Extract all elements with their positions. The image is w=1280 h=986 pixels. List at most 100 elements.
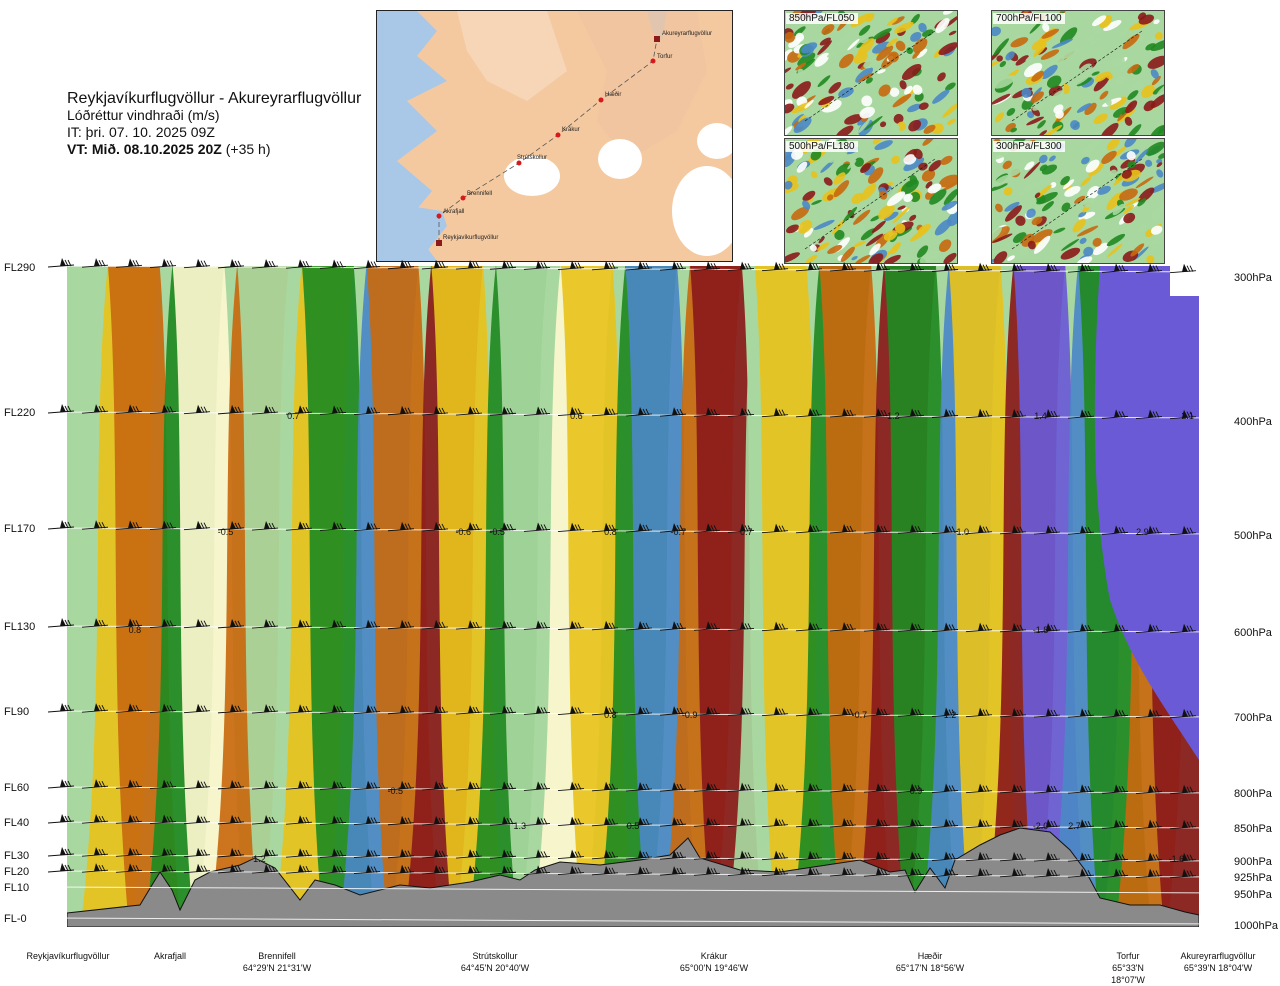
wind-barb <box>251 864 279 874</box>
value-annotation: 0.7 <box>740 527 753 537</box>
wind-barb <box>999 262 1027 273</box>
wind-barb <box>285 619 313 629</box>
mini-map-cell <box>1033 235 1051 254</box>
hpa-label-850: 850hPa <box>1234 823 1272 835</box>
wind-barb <box>727 407 755 417</box>
mini-map-cell <box>1108 169 1117 176</box>
map-label-reykjavik: Reykjavíkurflugvöllur <box>443 235 498 241</box>
mini-map-cell <box>903 193 913 203</box>
wind-barb <box>251 619 279 629</box>
wind-barb <box>999 524 1027 535</box>
mini-map-cell <box>818 95 835 106</box>
wind-barb <box>523 816 551 826</box>
strong-ascent-region <box>1094 266 1199 760</box>
wind-barb <box>795 782 823 793</box>
wind-barb <box>1169 623 1197 634</box>
mini-map-cell <box>1107 243 1123 258</box>
mini-map-cell <box>1060 247 1081 260</box>
mini-map-cell <box>1152 228 1164 245</box>
mini-map-cell <box>945 82 956 91</box>
mini-map-cell <box>1118 63 1129 73</box>
wind-barb <box>897 707 925 717</box>
mini-map-cell <box>1061 238 1080 251</box>
waypoint-coord: 65°00'N 19°46'W <box>679 963 749 973</box>
mini-map-cell <box>916 245 929 258</box>
wind-barb <box>319 848 347 858</box>
wind-barb <box>659 523 687 533</box>
mini-map-cell <box>859 106 875 119</box>
mini-map-cell <box>1156 162 1163 168</box>
mini-map-cell <box>940 155 953 165</box>
mini-map-cell <box>937 72 946 82</box>
wind-barb <box>931 408 959 418</box>
mini-map-cell <box>894 223 906 234</box>
mini-map-cell <box>872 41 892 54</box>
fl-label-60: FL60 <box>4 782 30 794</box>
map-label-haedir: Hæðir <box>605 91 621 98</box>
mini-map-cell <box>1039 164 1048 172</box>
fl-label-40: FL40 <box>4 817 30 829</box>
wind-barb <box>863 262 891 272</box>
wind-barb <box>81 703 109 713</box>
wind-barb <box>625 865 653 876</box>
mini-map-cell <box>929 189 947 205</box>
wind-barb <box>115 703 143 713</box>
mini-map-cell <box>1111 56 1125 68</box>
value-annotation: 1.2 <box>253 854 266 864</box>
wind-barb <box>149 520 177 530</box>
mini-map-cell <box>1050 54 1065 68</box>
wind-barb <box>81 847 109 857</box>
wind-barb <box>421 619 449 630</box>
mini-map-cell <box>876 45 894 61</box>
wind-barb <box>183 779 211 790</box>
wind-barb <box>47 258 75 268</box>
wind-barb <box>1033 819 1061 829</box>
mini-map-cell <box>1091 71 1100 76</box>
map-label-brennifell: Brennifell <box>467 191 492 197</box>
mini-map-cell <box>1080 11 1086 14</box>
wind-barb <box>455 522 483 532</box>
mini-map-cell <box>912 50 921 59</box>
mini-map-cell <box>1019 245 1030 256</box>
value-annotation: 1.3 <box>514 821 527 831</box>
mini-map-cell <box>797 68 805 76</box>
wind-barb <box>421 864 449 875</box>
value-annotation: -0.7 <box>852 710 868 720</box>
mini-map-cell <box>1146 255 1155 263</box>
wind-barb <box>455 849 483 859</box>
waypoint-akrafjall: Akrafjall <box>140 950 200 962</box>
mini-map-route <box>1011 30 1143 122</box>
mini-map-cell <box>935 17 950 34</box>
wind-barb <box>251 704 279 714</box>
wind-barb <box>693 523 721 533</box>
mini-map-cell <box>1121 109 1127 115</box>
mini-map-cell <box>903 154 917 165</box>
fl-label-30: FL30 <box>4 850 30 862</box>
wind-barb <box>353 864 381 875</box>
wind-barb <box>149 404 177 414</box>
wind-barb <box>421 704 449 715</box>
route-point-reykjavik <box>436 240 442 246</box>
wind-barb <box>931 851 959 861</box>
wind-barb <box>897 262 925 272</box>
mini-map-cell <box>827 194 834 201</box>
hpa-label-400: 400hPa <box>1234 416 1272 428</box>
wind-barb <box>727 866 755 876</box>
mini-map-cell <box>1036 184 1052 199</box>
mini-map-cell <box>811 199 822 205</box>
wind-barb <box>115 404 143 414</box>
mini-map-cell <box>785 103 795 114</box>
wind-barb <box>183 863 211 874</box>
mini-map-cell <box>802 200 811 210</box>
wind-barb <box>931 622 959 632</box>
mini-map-cell <box>850 172 863 183</box>
wind-barb <box>727 850 755 860</box>
hpa-label-700: 700hPa <box>1234 712 1272 724</box>
mini-map-cell <box>1076 225 1099 237</box>
mini-map-cell <box>878 84 891 97</box>
mini-map-cell <box>878 204 895 220</box>
waypoint-name: Krákur <box>700 951 728 961</box>
mini-map-cell <box>1081 156 1090 165</box>
wind-barb <box>591 620 619 631</box>
mini-map-cell <box>1081 139 1101 156</box>
